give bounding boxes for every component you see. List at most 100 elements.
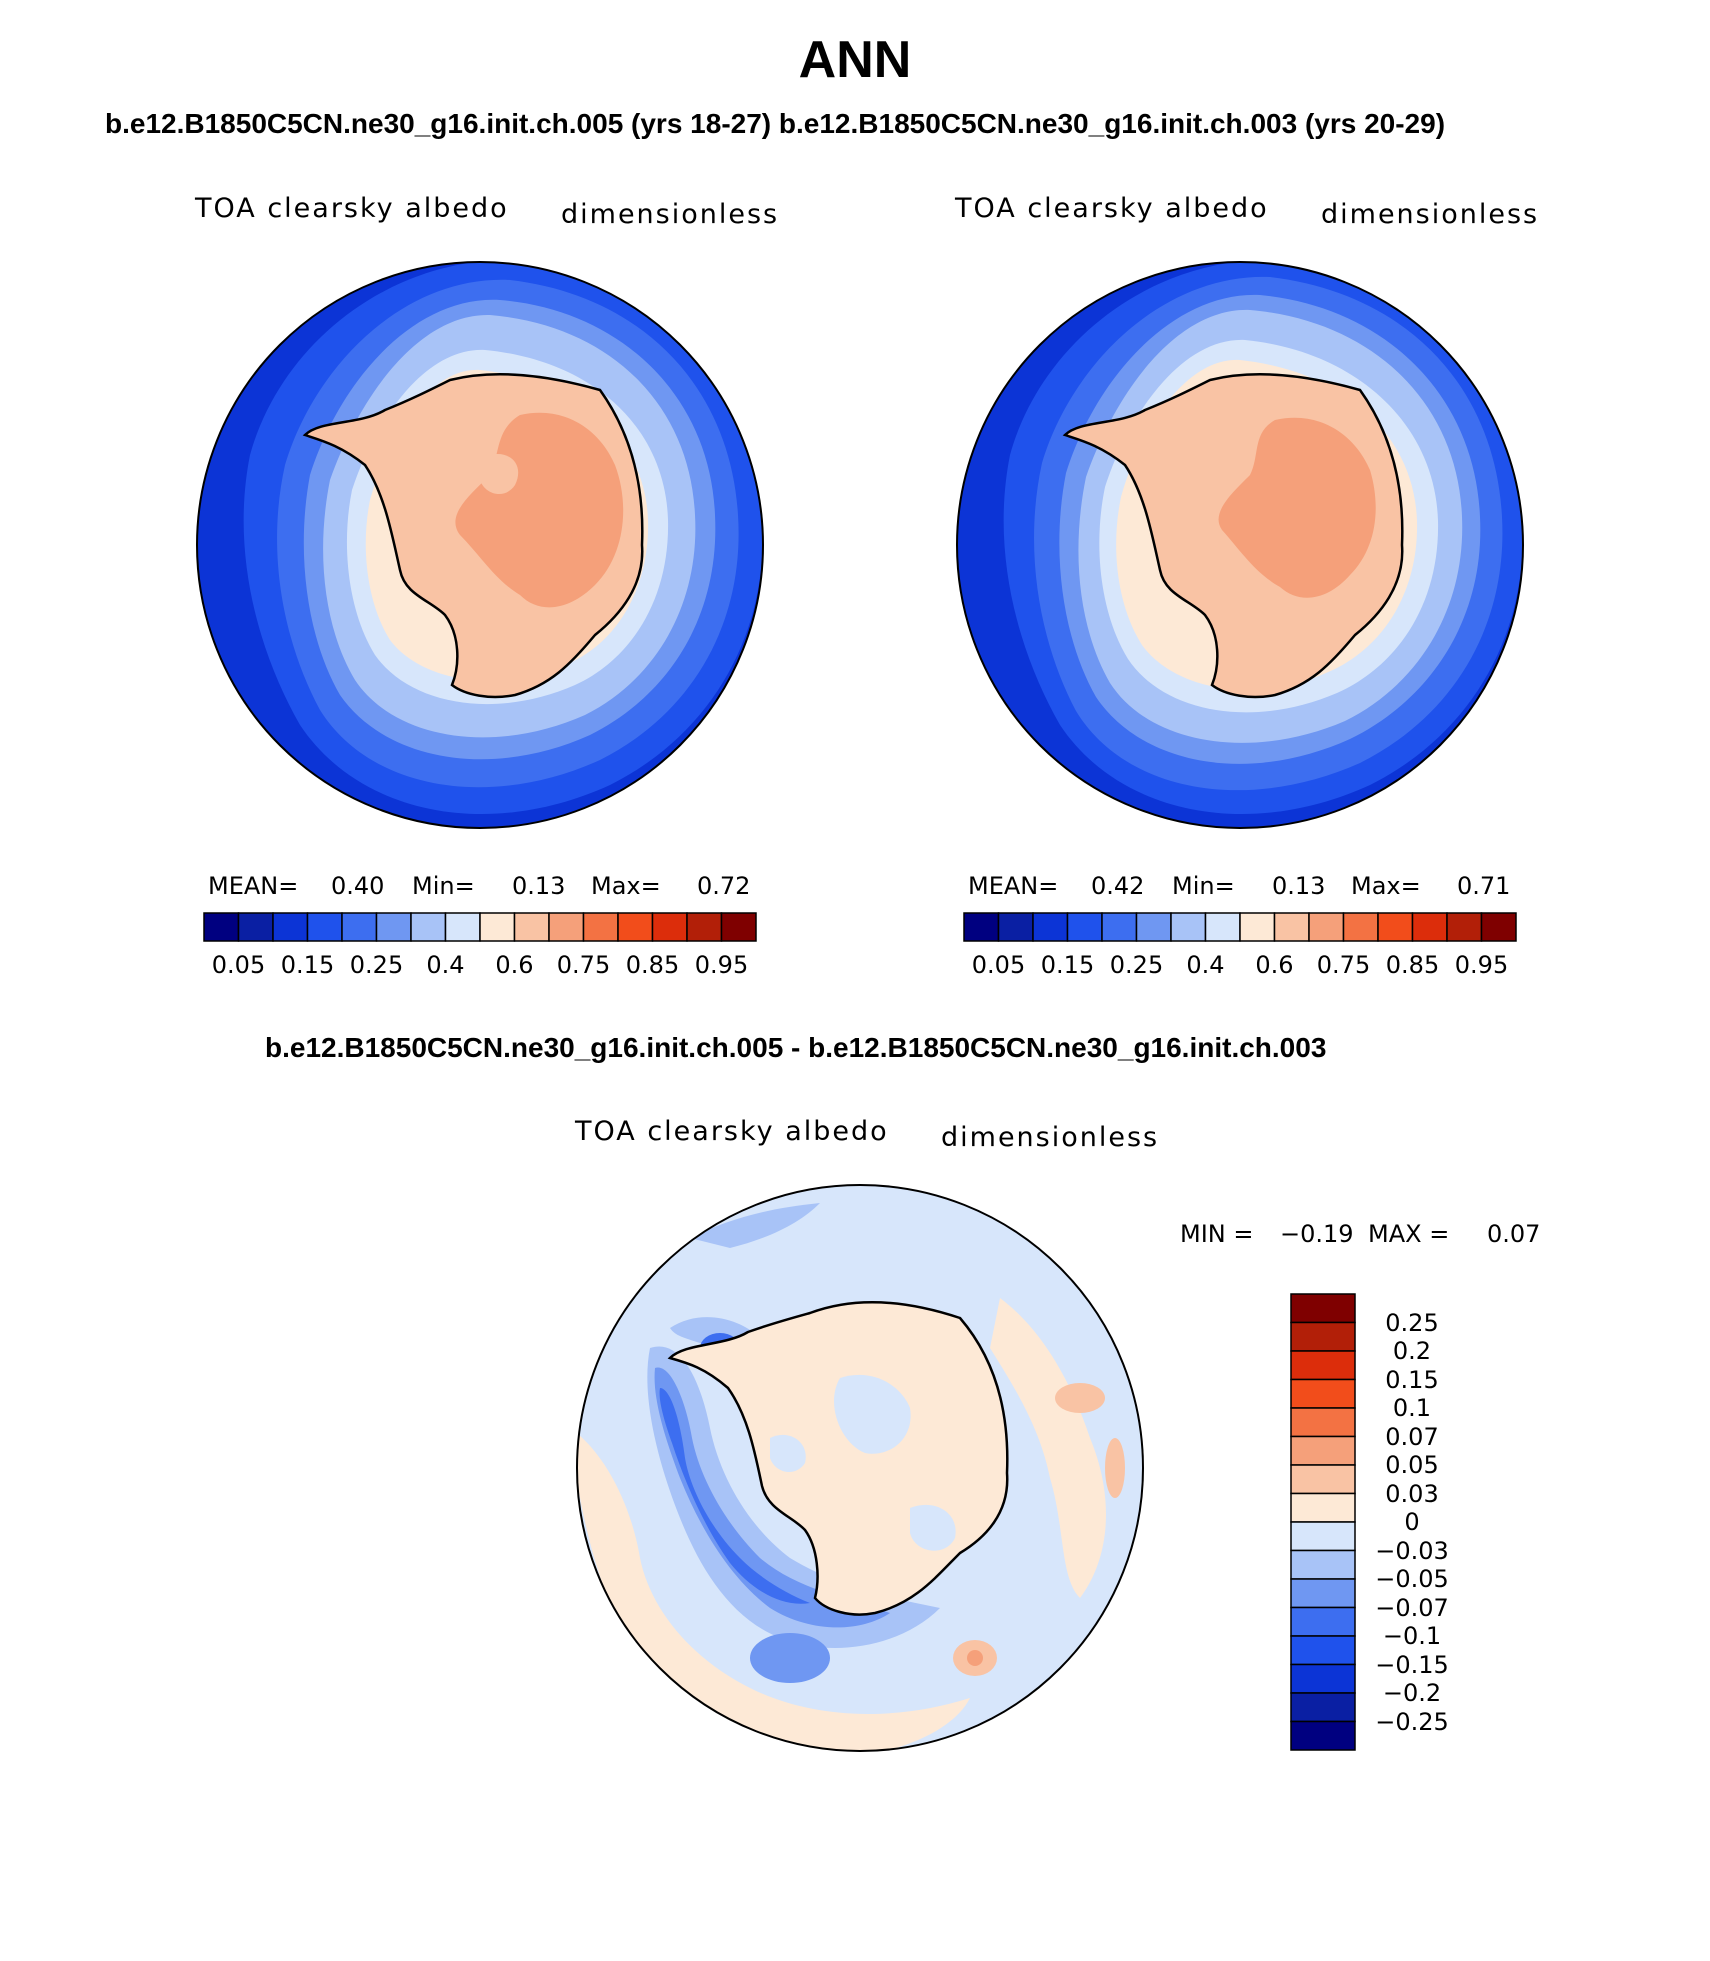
diff-max-value: 0.07 — [1487, 1220, 1541, 1248]
diff-colorbar-box — [1290, 1663, 1356, 1694]
panel2-colorbar-box — [1308, 912, 1345, 942]
diff-colorbar-tick-label: 0.25 — [1385, 1308, 1439, 1337]
panel1-colorbar-tick-label: 0.25 — [349, 951, 404, 979]
diff-colorbar-tick-label: 0.03 — [1385, 1479, 1439, 1508]
panel2-colorbar-box — [1239, 912, 1276, 942]
panel1-colorbar-tick-label: 0.6 — [495, 951, 534, 979]
panel1-colorbar-tick-label: 0.75 — [556, 951, 611, 979]
panel2-colorbar-box — [997, 912, 1034, 942]
panel1-colorbar-labels: 0.05 0.15 0.25 0.4 0.6 0.75 0.85 0.95 — [202, 951, 758, 981]
diff-units: dimensionless — [941, 1122, 1160, 1153]
panel2-colorbar-box — [1204, 912, 1241, 942]
diff-colorbar-box — [1290, 1606, 1356, 1637]
diff-colorbar-box — [1290, 1407, 1356, 1438]
diff-colorbar-tick-label: −0.25 — [1375, 1707, 1449, 1736]
panel1-colorbar-tick-label: 0.15 — [280, 951, 335, 979]
diff-colorbar-tick-label: −0.2 — [1382, 1679, 1442, 1707]
panel1-colorbar — [203, 912, 757, 942]
panel1-colorbar-tick-label: 0.95 — [694, 951, 749, 979]
panel1-colorbar-tick-label: 0.85 — [625, 951, 680, 979]
diff-colorbar-labels: 0.25 0.2 0.15 0.1 0.07 0.05 0.03 0 −0.03 −0.05 −0.… — [1362, 1292, 1482, 1752]
diff-colorbar-box — [1290, 1692, 1356, 1723]
panel1-colorbar-box — [651, 912, 688, 942]
panel1-colorbar-box — [617, 912, 654, 942]
panel2-max-label: Max= — [1351, 872, 1421, 900]
panel2-units: dimensionless — [1321, 199, 1540, 230]
panel2-colorbar-box — [1135, 912, 1172, 942]
diff-colorbar-box — [1290, 1321, 1356, 1352]
panel1-colorbar-box — [410, 912, 447, 942]
panel1-colorbar-box — [513, 912, 550, 942]
panel1-colorbar-box — [341, 912, 378, 942]
diff-colorbar-tick-label: 0.15 — [1385, 1365, 1439, 1394]
panel1-max-label: Max= — [591, 872, 661, 900]
panel2-mean-label: MEAN= — [968, 872, 1059, 900]
diff-colorbar-box — [1290, 1635, 1356, 1666]
panel1-min-label: Min= — [412, 872, 475, 900]
diff-colorbar-tick-label: 0 — [1404, 1508, 1420, 1536]
panel2-colorbar-box — [1480, 912, 1517, 942]
diff-colorbar-box — [1290, 1578, 1356, 1609]
panel2-colorbar-box — [1066, 912, 1103, 942]
panel1-max-value: 0.72 — [697, 872, 751, 900]
diff-map — [576, 1184, 1144, 1752]
panel2-mean-value: 0.42 — [1091, 872, 1145, 900]
diff-colorbar-box — [1290, 1492, 1356, 1523]
diff-colorbar — [1290, 1293, 1356, 1751]
diff-colorbar-box — [1290, 1293, 1356, 1324]
figure-title: ANN — [798, 31, 912, 89]
panel2-max-value: 0.71 — [1457, 872, 1511, 900]
panel1-mean-value: 0.40 — [331, 872, 385, 900]
panel2-colorbar-box — [1032, 912, 1069, 942]
diff-colorbar-box — [1290, 1464, 1356, 1495]
diff-colorbar-box — [1290, 1435, 1356, 1466]
panel2-colorbar-box — [1377, 912, 1414, 942]
diff-colorbar-tick-label: −0.1 — [1382, 1622, 1442, 1650]
panel2-colorbar-box — [1170, 912, 1207, 942]
panel1-colorbar-box — [444, 912, 481, 942]
diff-colorbar-tick-label: −0.05 — [1375, 1565, 1449, 1593]
diff-min-value: −0.19 — [1280, 1220, 1354, 1248]
panel1-variable: TOA clearsky albedo — [195, 193, 509, 224]
panel1-colorbar-box — [548, 912, 585, 942]
diff-colorbar-tick-label: −0.15 — [1375, 1650, 1449, 1679]
panel1-colorbar-box — [479, 912, 516, 942]
panel2-colorbar-box — [1342, 912, 1379, 942]
panel1-colorbar-box — [272, 912, 309, 942]
panel1-colorbar-box — [306, 912, 343, 942]
panel2-colorbar-box — [1411, 912, 1448, 942]
panel2-colorbar-tick-label: 0.05 — [971, 951, 1026, 979]
panel1-colorbar-box — [686, 912, 723, 942]
diff-colorbar-box — [1290, 1549, 1356, 1580]
panel2-colorbar-tick-label: 0.85 — [1385, 951, 1440, 979]
panel2-colorbar-tick-label: 0.25 — [1109, 951, 1164, 979]
subtitle-diff: b.e12.B1850C5CN.ne30_g16.init.ch.005 - b… — [265, 1032, 1327, 1063]
diff-colorbar-tick-label: 0.2 — [1392, 1337, 1432, 1365]
panel1-min-value: 0.13 — [512, 872, 566, 900]
diff-colorbar-tick-label: −0.03 — [1375, 1536, 1449, 1565]
panel2-colorbar-tick-label: 0.95 — [1454, 951, 1509, 979]
panel1-colorbar-box — [720, 912, 757, 942]
panel1-colorbar-box — [203, 912, 240, 942]
diff-min-label: MIN = — [1180, 1220, 1254, 1248]
panel1-mean-label: MEAN= — [208, 872, 299, 900]
panel2-colorbar-box — [1273, 912, 1310, 942]
diff-colorbar-box — [1290, 1521, 1356, 1552]
subtitle-top: b.e12.B1850C5CN.ne30_g16.init.ch.005 (yr… — [105, 108, 1446, 139]
panel2-colorbar-tick-label: 0.15 — [1040, 951, 1095, 979]
panel1-units: dimensionless — [561, 199, 780, 230]
diff-colorbar-tick-label: 0.05 — [1385, 1451, 1439, 1479]
panel2-map — [956, 261, 1524, 829]
panel1-colorbar-tick-label: 0.4 — [426, 951, 465, 979]
panel2-variable: TOA clearsky albedo — [955, 193, 1269, 224]
panel2-colorbar-box — [1101, 912, 1138, 942]
panel2-min-value: 0.13 — [1272, 872, 1326, 900]
panel2-colorbar-tick-label: 0.75 — [1316, 951, 1371, 979]
diff-colorbar-box — [1290, 1720, 1356, 1751]
panel1-map — [196, 261, 764, 829]
panel2-colorbar-labels: 0.05 0.15 0.25 0.4 0.6 0.75 0.85 0.95 — [962, 951, 1518, 981]
panel1-colorbar-tick-label: 0.05 — [211, 951, 266, 979]
panel2-colorbar-tick-label: 0.6 — [1255, 951, 1294, 979]
panel2-colorbar — [963, 912, 1517, 942]
diff-colorbar-box — [1290, 1378, 1356, 1409]
